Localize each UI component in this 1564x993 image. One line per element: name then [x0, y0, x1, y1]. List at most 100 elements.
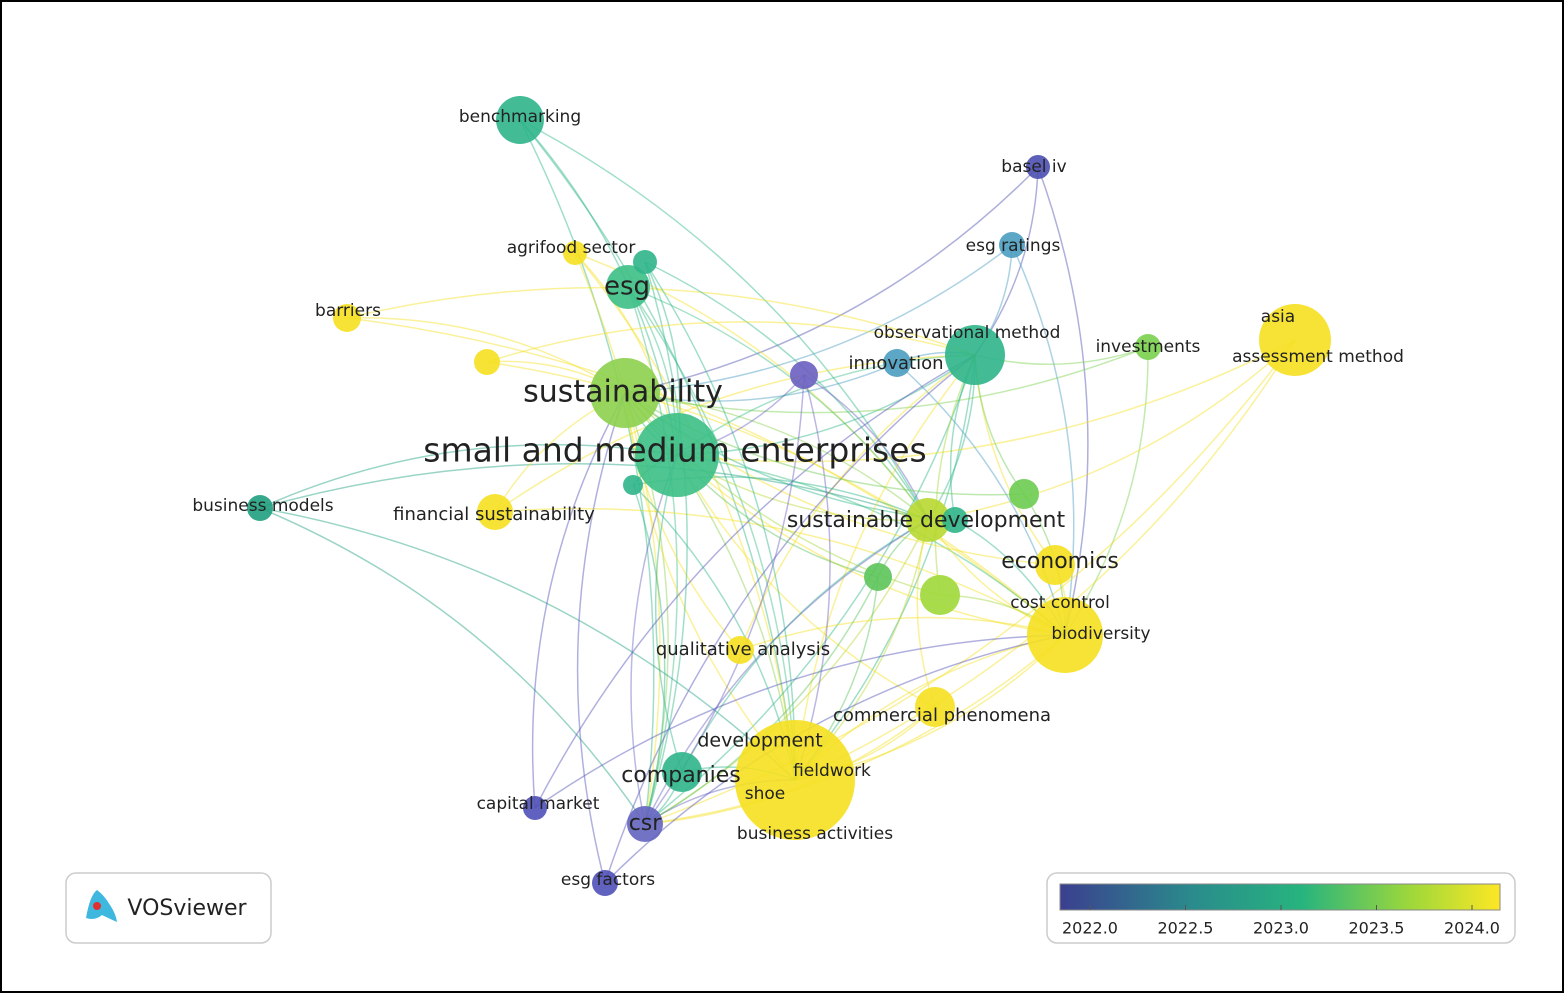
node [474, 349, 500, 375]
edge [676, 354, 976, 456]
node [1009, 479, 1039, 509]
edge [644, 634, 1066, 825]
node-label: business activities [737, 824, 893, 844]
node-label: agrifood sector [507, 238, 636, 258]
edge [259, 462, 929, 521]
edge [627, 286, 796, 781]
edge [1011, 244, 1075, 636]
edge [574, 252, 661, 825]
edge [794, 339, 1296, 781]
node [1135, 334, 1161, 360]
node-label: esg ratings [966, 236, 1061, 256]
edge [644, 261, 688, 825]
edge [624, 392, 929, 521]
node [999, 232, 1025, 258]
logo-box [65, 872, 272, 944]
edge [624, 392, 741, 651]
edge [676, 454, 1066, 636]
node [590, 358, 660, 428]
edge [739, 354, 976, 651]
node-label: csr [629, 811, 663, 836]
node-label: esg factors [561, 870, 655, 890]
edge [534, 354, 976, 809]
nodes [247, 96, 1331, 896]
node [333, 304, 361, 332]
scale-tick-label: 2024.0 [1444, 919, 1500, 938]
edge [803, 374, 929, 521]
edge [346, 317, 1066, 636]
edge [486, 321, 976, 363]
edge [676, 354, 976, 456]
edge [346, 286, 976, 356]
node-label: biodiversity [1051, 624, 1150, 644]
edge [574, 252, 796, 781]
node-label: cost control [1010, 593, 1110, 613]
node-label: economics [1001, 549, 1119, 574]
edge [519, 119, 929, 521]
node [790, 361, 818, 389]
edge [624, 244, 1013, 394]
node-label: business models [192, 496, 333, 516]
node [1035, 545, 1075, 585]
node [864, 563, 892, 591]
logo-icon-dot [93, 902, 101, 910]
node [920, 575, 960, 615]
node [906, 498, 950, 542]
edge [576, 392, 626, 884]
edge [519, 119, 655, 825]
scale: 2022.0 2022.5 2023.0 2023.5 2024.0 [1062, 905, 1500, 938]
node-label: small and medium enterprises [423, 431, 926, 470]
node [662, 752, 702, 792]
node-label: asia [1261, 307, 1295, 327]
node-label: esg [604, 272, 650, 302]
scale-tick-label: 2023.0 [1253, 919, 1309, 938]
logo-icon [86, 890, 117, 922]
edge [916, 519, 936, 708]
node [496, 96, 544, 144]
node [592, 870, 618, 896]
node [627, 806, 663, 842]
node-label: basel iv [1001, 157, 1066, 177]
node [247, 495, 273, 521]
edge [259, 507, 796, 781]
node [523, 796, 547, 820]
edge [494, 507, 1066, 636]
edge [624, 346, 1149, 414]
node [563, 241, 587, 265]
node [606, 265, 650, 309]
edge [644, 576, 879, 825]
edge [259, 443, 678, 509]
node-label: qualitative analysis [656, 639, 830, 660]
node-label: assessment method [1232, 347, 1404, 367]
node-label: investments [1096, 337, 1201, 357]
edge [486, 361, 1066, 636]
color-bar [1059, 883, 1501, 911]
node-label: shoe [745, 784, 786, 804]
edge [644, 261, 796, 781]
node [942, 507, 968, 533]
node-label: capital market [477, 794, 600, 814]
node [1259, 304, 1331, 376]
edge [627, 286, 678, 825]
edge [676, 454, 936, 708]
edge [259, 507, 646, 825]
node-label: barriers [315, 301, 381, 321]
node-label: fieldwork [793, 761, 871, 781]
edge [896, 362, 1066, 636]
node-label: sustainable development [787, 508, 1066, 533]
edge [624, 166, 1039, 394]
scale-tick-label: 2023.5 [1349, 919, 1405, 938]
edge [654, 454, 683, 773]
edge [681, 519, 929, 773]
node-label: benchmarking [459, 107, 581, 127]
edge [676, 454, 1066, 636]
node-label: sustainability [523, 375, 723, 410]
edge [794, 354, 976, 781]
node [735, 720, 855, 840]
edge [644, 519, 929, 825]
edge [1037, 166, 1089, 636]
scale-tick-label: 2022.0 [1062, 919, 1118, 938]
edge [604, 354, 976, 884]
node [915, 687, 955, 727]
